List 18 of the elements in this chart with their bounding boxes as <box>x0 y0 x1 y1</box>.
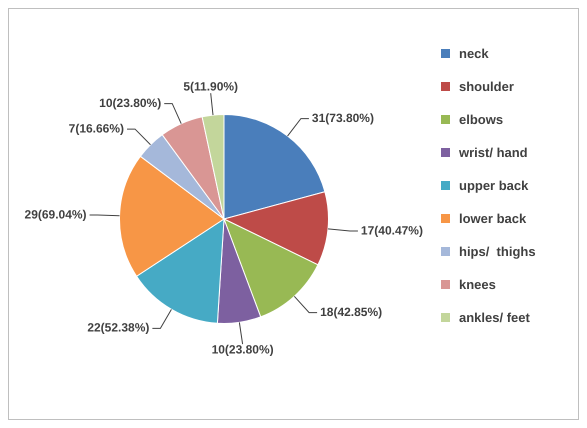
data-label: 29(69.04%) <box>24 207 87 222</box>
legend-label: neck <box>459 46 489 61</box>
legend-label: upper back <box>459 178 528 193</box>
legend-label: ankles/ feet <box>459 310 530 325</box>
data-label: 10(23.80%) <box>212 342 274 356</box>
legend-label: wrist/ hand <box>459 145 528 160</box>
data-label: 22(52.38%) <box>87 320 150 335</box>
data-label: 18(42.85%) <box>320 304 382 319</box>
data-label: 17(40.47%) <box>360 223 423 238</box>
legend-label: hips/ thighs <box>459 244 536 259</box>
legend-label: shoulder <box>459 79 514 94</box>
legend-label: lower back <box>459 211 526 226</box>
data-label: 5(11.90%) <box>183 80 238 94</box>
data-label: 10(23.80%) <box>99 96 162 110</box>
data-label: 7(16.66%) <box>68 121 124 136</box>
legend-label: knees <box>459 277 496 292</box>
legend-label: elbows <box>459 112 504 127</box>
data-label: 31(73.80%) <box>312 110 374 125</box>
